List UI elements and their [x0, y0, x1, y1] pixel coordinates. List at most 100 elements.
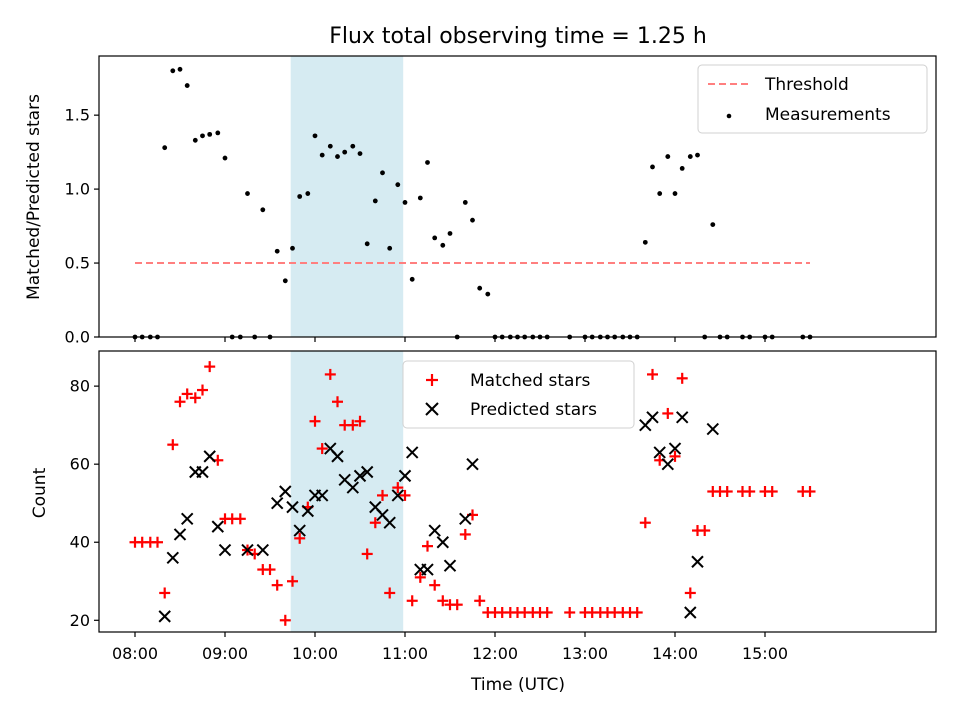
bottom-x-tick-label: 13:00: [562, 644, 608, 663]
matched-star-point: [684, 587, 696, 599]
bottom-x-tick-label: 08:00: [112, 644, 158, 663]
measurement-points-layer: [132, 66, 813, 340]
measurement-point: [260, 207, 266, 213]
matched-star-point: [294, 532, 306, 544]
bottom-axes-frame: [98, 350, 937, 633]
matched-star-point: [287, 575, 298, 587]
measurement-point: [447, 231, 453, 236]
bottom-legend-box: [402, 360, 635, 429]
matched-star-point: [429, 579, 441, 591]
chart-title: Flux total observing time = 1.25 h: [329, 24, 707, 49]
matched-star-point: [744, 486, 756, 497]
matched-star-point: [662, 407, 674, 419]
x-axis-label: Time (UTC): [470, 675, 565, 695]
matched-star-point: [197, 384, 208, 396]
bottom-x-tick-label: 12:00: [472, 644, 518, 663]
matched-star-point: [309, 415, 321, 427]
measurement-point: [477, 285, 483, 291]
predicted-star-point: [360, 465, 374, 479]
matched-star-point: [804, 486, 816, 497]
matched-star-point: [189, 392, 201, 404]
measurement-point: [162, 145, 168, 151]
measurement-point: [672, 191, 678, 196]
bottom-x-tick-label: 14:00: [652, 644, 698, 663]
predicted-star-point: [668, 442, 682, 455]
matched-star-point: [152, 536, 163, 548]
measurement-point: [312, 133, 318, 139]
measurement-point: [409, 276, 415, 282]
legend-threshold-label: Threshold: [764, 75, 849, 95]
measurement-point: [440, 242, 446, 248]
top-ticks-layer: 0.0 0.5 1.0 1.5: [65, 106, 766, 347]
top-y-tick-label: 1.0: [65, 180, 90, 199]
measurement-point: [192, 137, 198, 143]
measurement-point: [695, 152, 700, 158]
top-y-tick-label: 0.5: [65, 254, 90, 273]
legend-predicted-label: Predicted stars: [470, 400, 597, 420]
top-y-tick-label: 0.0: [65, 328, 90, 347]
measurement-point: [657, 191, 663, 196]
measurement-point: [222, 155, 228, 161]
predicted-star-point: [256, 543, 270, 557]
bottom-shaded-span-layer: [290, 351, 404, 632]
matched-star-point: [721, 486, 733, 497]
bottom-panel: 20 40 60 80 08:00 09:00 10:00 11:00 12:00 13:00 14…: [30, 350, 937, 695]
measurement-point: [364, 241, 370, 247]
matched-star-point: [377, 489, 388, 501]
measurement-point: [485, 291, 491, 297]
predicted-star-point: [353, 469, 367, 483]
measurement-point: [290, 245, 295, 251]
matched-star-point: [459, 528, 471, 540]
matched-star-point: [422, 540, 433, 552]
predicted-star-point: [421, 563, 434, 576]
measurement-point: [432, 235, 438, 241]
measurement-point: [710, 222, 716, 228]
bottom-y-axis-label: Count: [30, 467, 50, 518]
measurement-point: [319, 152, 325, 158]
matched-star-point: [474, 595, 486, 607]
matched-star-point: [204, 361, 216, 373]
measurement-point: [342, 149, 348, 155]
predicted-star-point: [661, 457, 675, 471]
matched-star-point: [392, 482, 404, 494]
measurement-point: [335, 154, 340, 159]
matched-star-point: [324, 368, 336, 380]
matched-star-point: [631, 606, 643, 618]
matched-star-point: [174, 396, 186, 408]
matched-star-point: [159, 587, 171, 599]
matched-star-point: [699, 525, 711, 537]
predicted-star-point: [293, 524, 306, 537]
bottom-x-tick-label: 09:00: [202, 644, 248, 663]
matched-star-point: [451, 599, 463, 611]
matched-star-point: [676, 372, 688, 384]
matched-star-point: [766, 486, 778, 497]
matched-star-point: [541, 606, 553, 618]
measurement-point: [357, 151, 363, 157]
matched-star-point: [564, 606, 576, 618]
matched-star-point: [639, 517, 651, 529]
predicted-star-point: [436, 536, 450, 549]
measurement-point: [380, 170, 385, 176]
matched-star-point: [279, 614, 291, 626]
top-panel: 0.0 0.5 1.0 1.5 Matched/Predicted stars Thr…: [24, 55, 937, 347]
bottom-y-tick-label: 20: [70, 611, 90, 630]
matched-star-point: [406, 595, 418, 607]
bottom-x-tick-label: 10:00: [292, 644, 338, 663]
predicted-points-layer: [158, 411, 720, 623]
matched-star-point: [384, 587, 396, 599]
predicted-star-point: [158, 610, 171, 623]
legend-measurements-swatch: [726, 113, 732, 119]
measurement-point: [282, 278, 288, 284]
predicted-star-point: [443, 559, 457, 572]
predicted-star-point: [196, 465, 209, 479]
legend-predicted-swatch: [425, 402, 439, 416]
measurement-point: [687, 154, 693, 159]
predicted-star-point: [428, 524, 441, 537]
matched-star-point: [264, 564, 276, 576]
matched-star-point: [437, 595, 449, 607]
measurement-point: [425, 160, 430, 165]
bottom-ticks-layer: 20 40 60 80 08:00 09:00 10:00 11:00 12:00 13:00 14…: [70, 377, 788, 663]
predicted-star-point: [398, 469, 412, 483]
matched-star-point: [316, 443, 328, 455]
